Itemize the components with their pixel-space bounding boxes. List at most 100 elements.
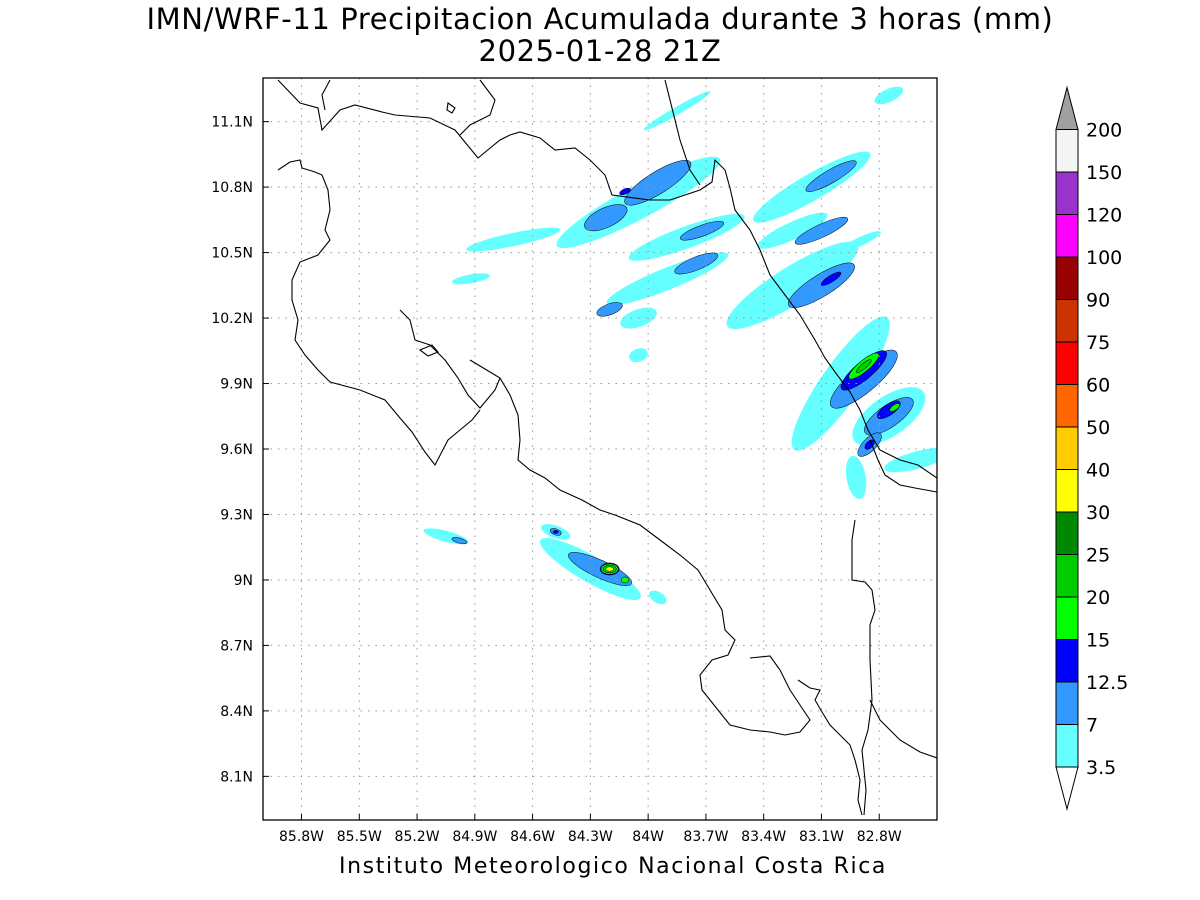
precip-cell-35 — [845, 455, 867, 499]
sixaola-border — [869, 439, 937, 493]
precip-cell-1 — [624, 160, 692, 206]
lat-tick-label: 10.8N — [211, 180, 253, 196]
lon-tick-label: 83.4W — [741, 829, 786, 845]
lon-tick-label: 84.9W — [452, 829, 497, 845]
osa-peninsula — [749, 655, 811, 736]
lat-lon-grid — [263, 78, 937, 820]
colorbar-swatch — [1055, 469, 1079, 513]
precip-cell-20 — [643, 91, 711, 131]
panama-north-coast — [664, 79, 701, 186]
precip-cell-21 — [874, 86, 904, 105]
precip-cell-42 — [620, 576, 630, 584]
lat-tick-label: 10.2N — [211, 311, 253, 327]
colorbar-label: 100 — [1086, 247, 1122, 269]
lon-tick-label: 84W — [632, 829, 664, 845]
islet-north — [446, 102, 456, 114]
precip-cell-14 — [820, 271, 842, 286]
lon-tick-label: 85.2W — [395, 829, 440, 845]
colorbar-swatch — [1055, 171, 1079, 215]
precip-cell-2 — [584, 204, 628, 232]
caribbean-coast — [729, 187, 937, 479]
lat-tick-label: 8.7N — [220, 638, 253, 654]
map-frame — [262, 77, 938, 821]
precip-cell-4 — [466, 227, 561, 252]
lake-nicaragua-shore — [321, 79, 331, 111]
lon-tick-label: 82.8W — [857, 829, 902, 845]
colorbar-label: 7 — [1086, 715, 1098, 737]
colorbar-swatch — [1055, 554, 1079, 598]
colorbar-swatch — [1055, 426, 1079, 470]
precip-cell-18 — [794, 216, 849, 245]
colorbar-label: 3.5 — [1086, 757, 1116, 779]
precip-cell-12 — [726, 241, 859, 330]
nicaragua-border — [277, 79, 731, 201]
precip-cell-41 — [605, 566, 614, 572]
lon-tick-label: 84.3W — [568, 829, 613, 845]
map-title: IMN/WRF-11 Precipitacion Acumulada duran… — [146, 2, 1054, 36]
colorbar-label: 15 — [1086, 630, 1110, 652]
precip-cell-31 — [889, 403, 900, 412]
colorbar-label: 12.5 — [1086, 672, 1128, 694]
precip-cell-19 — [838, 231, 881, 253]
colorbar-min-arrow — [1055, 766, 1079, 811]
lon-tick-label: 83.1W — [799, 829, 844, 845]
precip-cell-7 — [680, 221, 725, 241]
precip-cell-22 — [629, 348, 648, 363]
precip-cell-48 — [648, 590, 667, 605]
lon-tick-label: 85.8W — [279, 829, 324, 845]
precip-cell-11 — [596, 302, 623, 317]
precip-cell-32 — [884, 447, 937, 473]
precip-cell-5 — [451, 273, 490, 285]
colorbar-swatch — [1055, 129, 1079, 173]
precip-cell-45 — [552, 530, 559, 534]
colorbar-swatch — [1055, 299, 1079, 343]
precip-cell-47 — [451, 537, 468, 545]
colorbar-label: 120 — [1086, 205, 1122, 227]
colorbar-swatch — [1055, 384, 1079, 428]
colorbar-swatch — [1055, 214, 1079, 258]
colorbar-swatch — [1055, 681, 1079, 725]
gulf-of-nicoya — [399, 309, 501, 409]
lat-tick-label: 9.6N — [220, 442, 253, 458]
precip-cell-17 — [757, 212, 828, 249]
precip-cell-16 — [805, 160, 857, 192]
map-subtitle-date: 2025-01-28 21Z — [478, 34, 722, 68]
colorbar-label: 25 — [1086, 545, 1110, 567]
precip-cell-34 — [864, 439, 875, 450]
colorbar-label: 150 — [1086, 162, 1122, 184]
colorbar-swatch — [1055, 724, 1079, 768]
bocas-del-toro-coast — [869, 699, 937, 759]
lat-tick-label: 8.1N — [220, 769, 253, 785]
colorbar-label: 200 — [1086, 120, 1122, 142]
chira-island — [418, 344, 439, 357]
central-pacific-coast — [469, 359, 786, 736]
coastlines-and-borders — [277, 79, 937, 816]
lat-tick-label: 10.5N — [211, 246, 253, 262]
colorbar-label: 30 — [1086, 502, 1110, 524]
colorbar-label: 40 — [1086, 460, 1110, 482]
lat-tick-label: 11.1N — [211, 115, 253, 131]
colorbar-label: 90 — [1086, 290, 1110, 312]
lat-tick-label: 9N — [234, 573, 253, 589]
lat-tick-label: 9.9N — [220, 377, 253, 393]
colorbar-swatch — [1055, 256, 1079, 300]
pacific-coast-guanacaste — [277, 159, 481, 467]
colorbar-label: 20 — [1086, 587, 1110, 609]
precip-cell-9 — [674, 252, 719, 275]
colorbar-swatch — [1055, 596, 1079, 640]
precip-cell-27 — [856, 359, 872, 373]
panama-border — [851, 519, 876, 816]
nicaragua-coast-north — [459, 79, 496, 136]
lon-tick-label: 83.7W — [683, 829, 728, 845]
colorbar-swatch — [1055, 511, 1079, 555]
lat-tick-label: 9.3N — [220, 507, 253, 523]
colorbar-max-arrow — [1055, 85, 1079, 130]
colorbar-swatch — [1055, 639, 1079, 683]
golfo-dulce-coast — [797, 679, 863, 816]
colorbar-label: 75 — [1086, 332, 1110, 354]
colorbar-label: 60 — [1086, 375, 1110, 397]
lon-tick-label: 85.5W — [337, 829, 382, 845]
axis-tick-labels: 85.8W 85.5W 85.2W 84.9W 84.6W 84.3W 84W 83.7W 83… — [211, 115, 902, 845]
precip-cell-3 — [619, 187, 631, 196]
